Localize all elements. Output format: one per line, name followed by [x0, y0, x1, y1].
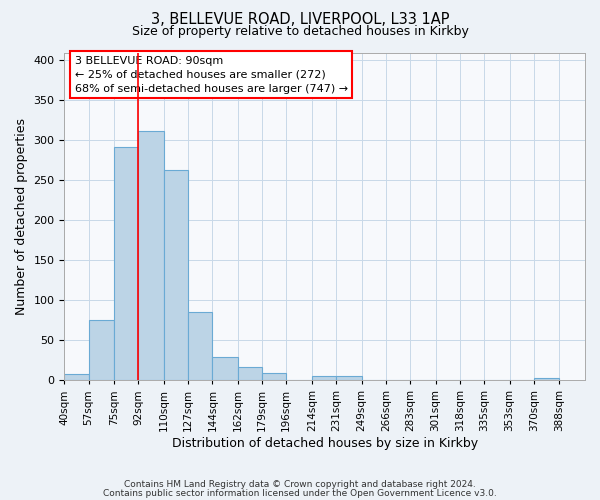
Bar	[262, 373, 286, 380]
Text: 3, BELLEVUE ROAD, LIVERPOOL, L33 1AP: 3, BELLEVUE ROAD, LIVERPOOL, L33 1AP	[151, 12, 449, 28]
Text: Contains HM Land Registry data © Crown copyright and database right 2024.: Contains HM Land Registry data © Crown c…	[124, 480, 476, 489]
Bar	[312, 376, 336, 380]
Bar	[188, 312, 212, 380]
Bar	[89, 320, 114, 380]
Bar	[139, 131, 164, 380]
Bar	[336, 376, 362, 380]
Bar	[212, 357, 238, 380]
Bar	[238, 368, 262, 380]
X-axis label: Distribution of detached houses by size in Kirkby: Distribution of detached houses by size …	[172, 437, 478, 450]
Y-axis label: Number of detached properties: Number of detached properties	[15, 118, 28, 315]
Text: Size of property relative to detached houses in Kirkby: Size of property relative to detached ho…	[131, 25, 469, 38]
Bar	[534, 378, 559, 380]
Bar	[114, 147, 139, 380]
Bar	[164, 170, 188, 380]
Bar	[64, 374, 89, 380]
Text: 3 BELLEVUE ROAD: 90sqm
← 25% of detached houses are smaller (272)
68% of semi-de: 3 BELLEVUE ROAD: 90sqm ← 25% of detached…	[75, 56, 348, 94]
Text: Contains public sector information licensed under the Open Government Licence v3: Contains public sector information licen…	[103, 488, 497, 498]
